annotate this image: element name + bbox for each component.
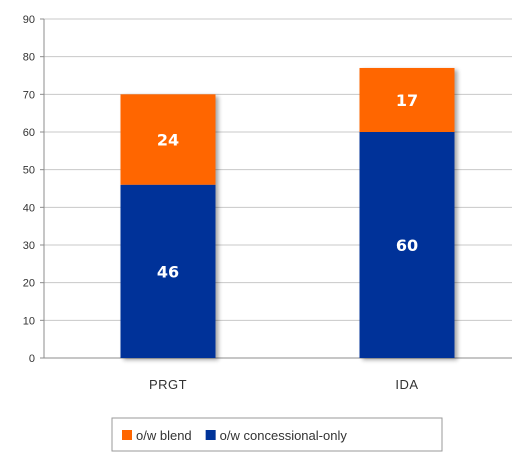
legend-swatch-o-w-blend (122, 430, 132, 440)
legend-box (111, 417, 443, 452)
y-tick-label-40: 40 (23, 202, 35, 214)
y-tick-label-10: 10 (23, 315, 35, 327)
legend-swatch-o-w-concessional-only (205, 430, 216, 440)
legend-label-o-w-blend: o/w blend (136, 428, 192, 443)
y-tick-label-30: 30 (23, 240, 35, 252)
bar-prgt-o-w-concessional-only (120, 184, 216, 358)
data-label-ida-o-w-blend: 17 (396, 91, 418, 110)
y-tick-label-70: 70 (23, 89, 35, 101)
data-label-ida-o-w-concessional-only: 60 (396, 236, 418, 255)
legend: o/w blend o/w concessional-only (111, 417, 443, 452)
labels: 0 10 20 30 40 50 60 70 80 90 46 24 PRGT 60 17 IDA (23, 14, 418, 392)
legend-label-o-w-concessional-only: o/w concessional-only (220, 428, 348, 443)
data-label-prgt-o-w-concessional-only: 46 (157, 262, 179, 281)
bar-ida-o-w-blend (359, 67, 455, 132)
x-tick-label-ida: IDA (395, 377, 418, 392)
bar-ida-o-w-concessional-only (359, 132, 455, 358)
y-tick-label-50: 50 (23, 165, 35, 177)
y-tick-label-80: 80 (23, 52, 35, 64)
y-tick-label-60: 60 (23, 127, 35, 139)
y-tick-label-90: 90 (23, 14, 35, 26)
bar-prgt-o-w-blend (120, 94, 216, 185)
bars (120, 67, 455, 358)
bar-stack-prgt (120, 94, 216, 358)
x-tick-label-prgt: PRGT (149, 377, 187, 392)
data-label-prgt-o-w-blend: 24 (157, 131, 179, 150)
y-tick-label-0: 0 (29, 353, 35, 365)
bar-stack-ida (359, 67, 455, 358)
y-tick-label-20: 20 (23, 278, 35, 290)
